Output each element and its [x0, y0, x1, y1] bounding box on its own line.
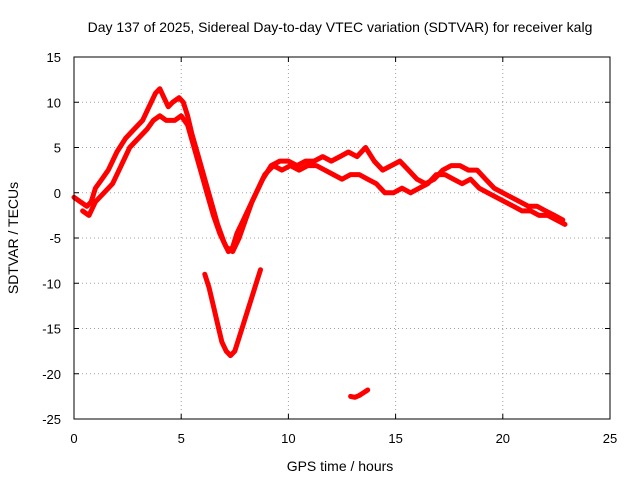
- x-tick-label: 10: [281, 431, 295, 446]
- axis-ticks: 0 5 10 15 20 25 -25 -20 -15 -10 -5 0 5 10 15: [42, 50, 617, 446]
- y-tick-label: 10: [47, 95, 61, 110]
- y-tick-label: -25: [42, 412, 61, 427]
- plot-frame: [73, 56, 611, 420]
- y-tick-label: -5: [49, 231, 61, 246]
- x-tick-label: 5: [178, 431, 185, 446]
- y-tick-label: -15: [42, 322, 61, 337]
- series-line-dip-segment: [202, 267, 263, 359]
- y-tick-label: 0: [54, 186, 61, 201]
- series-line-main-upper: [71, 86, 566, 255]
- grid-layer: [74, 57, 610, 419]
- series-layer: [71, 86, 568, 400]
- y-tick-label: 5: [54, 141, 61, 156]
- series-line-small-segment: [348, 387, 371, 400]
- x-tick-label: 15: [388, 431, 402, 446]
- y-tick-label: -10: [42, 276, 61, 291]
- x-tick-label: 20: [496, 431, 510, 446]
- x-axis-label: GPS time / hours: [287, 458, 394, 474]
- y-axis-label: SDTVAR / TECUs: [5, 182, 21, 294]
- x-tick-label: 25: [603, 431, 617, 446]
- series-line-main-lower: [80, 113, 568, 255]
- y-tick-label: -20: [42, 367, 61, 382]
- y-tick-label: 15: [47, 50, 61, 65]
- chart-title: Day 137 of 2025, Sidereal Day-to-day VTE…: [88, 19, 593, 35]
- x-tick-label: 0: [70, 431, 77, 446]
